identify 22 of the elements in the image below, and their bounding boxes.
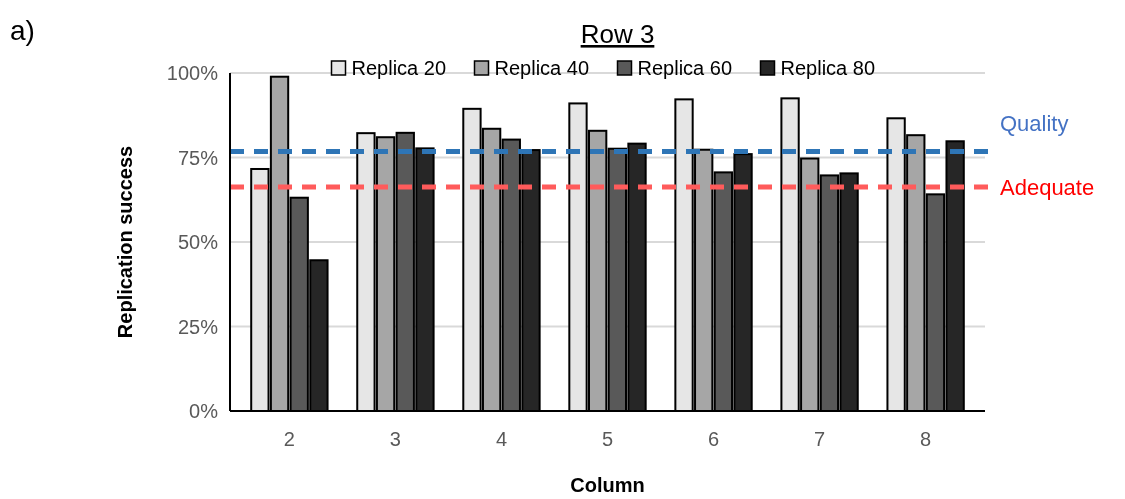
legend-label: Replica 20 [351,57,447,79]
y-tick-label: 100% [166,62,219,84]
x-tick-label: 6 [707,428,720,450]
chart-title: Row 3 [580,19,655,49]
x-tick-label: 4 [495,428,508,450]
x-tick-label: 7 [814,428,826,450]
legend-label: Replica 60 [637,57,733,79]
ref-line-label: Adequate [1000,174,1095,200]
y-tick-label: 50% [177,231,219,253]
x-tick-label: 5 [601,428,614,450]
x-tick-label: 8 [920,428,932,450]
y-tick-label: 0% [189,400,219,422]
legend-label: Replica 80 [780,57,876,79]
x-axis-title: Column [570,474,645,496]
y-tick-label: 75% [177,146,219,169]
x-tick-label: 2 [283,428,295,450]
ref-line-label: Quality [1000,111,1069,137]
text: a) [10,15,35,46]
x-tick-label: 3 [389,428,401,450]
y-tick-label: 25% [177,315,219,338]
legend-label: Replica 40 [494,57,590,79]
y-axis-title: Replication success [114,145,136,339]
